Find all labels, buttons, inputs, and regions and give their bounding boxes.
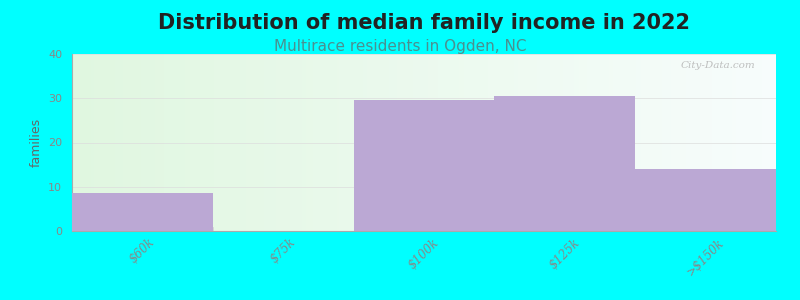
Text: City-Data.com: City-Data.com: [680, 61, 755, 70]
Title: Distribution of median family income in 2022: Distribution of median family income in …: [158, 13, 690, 33]
Y-axis label: families: families: [30, 118, 42, 167]
Bar: [72, 194, 213, 231]
Bar: [354, 100, 494, 231]
Text: Multirace residents in Ogden, NC: Multirace residents in Ogden, NC: [274, 39, 526, 54]
Bar: [635, 169, 776, 231]
Bar: [494, 96, 635, 231]
